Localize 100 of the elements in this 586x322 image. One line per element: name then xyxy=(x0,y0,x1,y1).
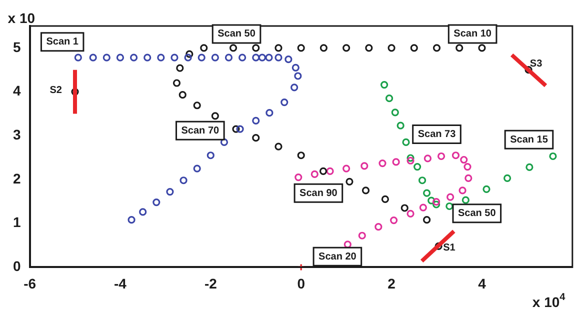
point xyxy=(342,44,350,52)
point xyxy=(252,54,260,62)
point xyxy=(381,195,389,204)
annotation: Scan 70 xyxy=(181,125,220,136)
annotation: Scan 73 xyxy=(418,129,456,140)
point xyxy=(503,174,512,182)
annotation: Scan 20 xyxy=(318,251,357,262)
y-tick-label: 5 xyxy=(12,38,21,55)
annotation: S2 xyxy=(50,84,62,96)
point xyxy=(402,138,410,146)
point xyxy=(460,156,468,164)
point xyxy=(380,80,388,89)
point xyxy=(524,66,532,74)
point xyxy=(406,154,414,162)
point xyxy=(362,186,370,194)
point xyxy=(406,156,414,164)
point xyxy=(178,91,186,99)
point xyxy=(319,167,328,175)
x-tick-label: 2 xyxy=(388,275,396,292)
point xyxy=(128,216,136,224)
point xyxy=(238,54,246,62)
point xyxy=(144,54,152,62)
point xyxy=(446,202,454,210)
point xyxy=(549,152,557,160)
point xyxy=(252,116,260,125)
annotation: Scan 10 xyxy=(454,28,492,40)
point xyxy=(462,196,470,204)
point xyxy=(437,152,446,160)
point xyxy=(428,196,436,204)
point xyxy=(419,204,427,212)
point xyxy=(258,54,266,62)
point xyxy=(157,54,165,62)
point xyxy=(292,64,300,72)
point xyxy=(252,44,260,52)
annotation: S1 xyxy=(443,242,456,254)
point xyxy=(396,122,404,130)
point xyxy=(424,154,432,162)
point xyxy=(200,44,208,52)
x-tick-label: -2 xyxy=(204,275,218,292)
point xyxy=(297,152,305,160)
point xyxy=(280,98,288,106)
point xyxy=(152,198,160,206)
point xyxy=(89,54,97,62)
point xyxy=(452,152,460,160)
point xyxy=(274,54,282,62)
point xyxy=(446,193,454,201)
point xyxy=(184,54,192,62)
point xyxy=(478,44,486,52)
point xyxy=(346,178,354,186)
point xyxy=(410,44,418,52)
annotation: S3 xyxy=(530,58,543,70)
x-tick-label: -4 xyxy=(114,275,127,292)
y-tick-label: 2 xyxy=(12,170,21,186)
annotation: Scan 90 xyxy=(300,188,338,199)
annotation: Scan 50 xyxy=(458,208,496,220)
point xyxy=(274,44,282,52)
point xyxy=(130,54,138,62)
point xyxy=(139,208,147,216)
point xyxy=(423,216,431,224)
point xyxy=(284,56,292,64)
x-tick-label: 0 xyxy=(297,275,306,292)
point xyxy=(290,84,298,92)
annotation: Scan 50 xyxy=(218,28,256,40)
x-tick-label: 4 xyxy=(478,275,486,292)
y-tick-label: 4 xyxy=(12,82,21,99)
point xyxy=(166,188,174,196)
annotation: Scan 1 xyxy=(46,36,79,48)
point xyxy=(391,108,399,116)
point xyxy=(358,232,366,240)
point xyxy=(342,164,350,172)
point xyxy=(211,54,219,62)
point xyxy=(170,54,178,62)
point xyxy=(374,223,382,231)
point xyxy=(74,54,82,62)
point xyxy=(220,138,228,146)
point xyxy=(388,44,396,52)
point xyxy=(186,50,194,58)
point xyxy=(236,125,244,133)
point xyxy=(418,176,426,184)
point xyxy=(458,186,466,194)
point xyxy=(252,134,260,142)
point xyxy=(320,44,328,52)
point xyxy=(434,242,442,250)
point xyxy=(198,54,206,62)
point xyxy=(432,198,440,206)
annotation: x 10 xyxy=(8,10,36,26)
point xyxy=(482,185,490,193)
point xyxy=(294,72,302,80)
point xyxy=(229,44,238,52)
point xyxy=(414,162,422,171)
point xyxy=(206,152,214,160)
point xyxy=(390,216,398,224)
point xyxy=(180,176,188,184)
point xyxy=(266,109,274,117)
point xyxy=(274,142,282,150)
point xyxy=(232,125,240,133)
point xyxy=(432,44,441,52)
y-tick-label: 3 xyxy=(12,126,21,142)
point xyxy=(193,102,201,110)
point xyxy=(400,204,408,212)
